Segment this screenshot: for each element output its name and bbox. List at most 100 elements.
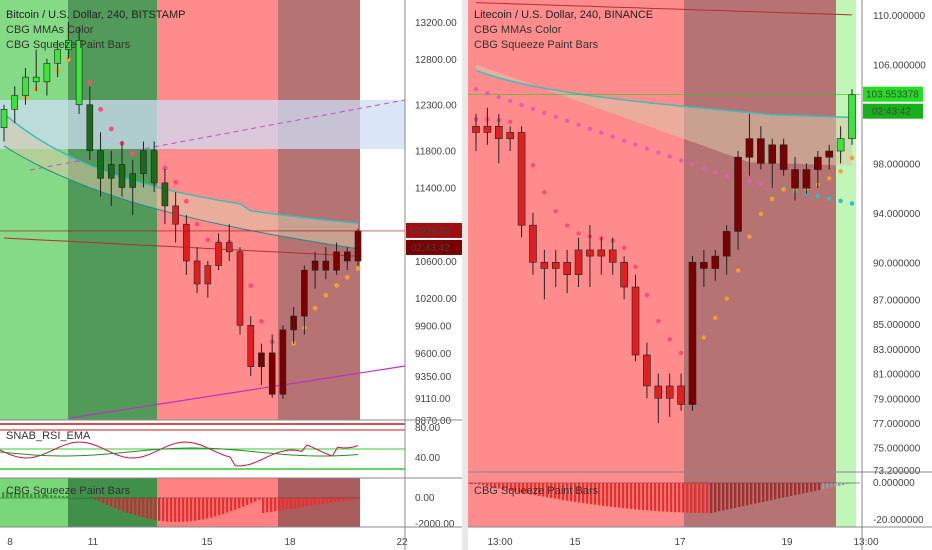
- ltc-squeeze-bar: [846, 483, 849, 485]
- btc-squeeze-bar: [174, 498, 177, 522]
- btc-fast-ma-dot: [183, 198, 189, 204]
- btc-last-price-box: [406, 222, 463, 238]
- ltc-squeeze-bar: [570, 483, 573, 502]
- ltc-squeeze-bar: [842, 483, 845, 485]
- ltc-squeeze-bar: [526, 483, 529, 494]
- btc-x-tick: 8: [7, 537, 13, 548]
- btc-candle: [43, 63, 51, 83]
- ltc-squeeze-bar: [606, 483, 609, 507]
- ltc-squeeze-bar: [542, 483, 545, 497]
- btc-support-line: [69, 365, 406, 419]
- ltc-squeeze-bar: [726, 483, 729, 510]
- btc-rsi-tick: 80.00: [415, 423, 440, 434]
- btc-title[interactable]: Bitcoin / U.S. Dollar, 240, BITSTAMP: [6, 9, 186, 21]
- btc-price-tick: 10200.00: [415, 294, 457, 305]
- btc-candle: [301, 269, 308, 317]
- btc-countdown-box: [406, 239, 463, 255]
- ltc-price-tick: 75.000000: [873, 444, 921, 455]
- btc-squeeze-bar: [42, 494, 45, 498]
- btc-fast-ma-dot: [355, 266, 361, 271]
- ltc-fast-ma-dot: [667, 337, 672, 342]
- btc-squeeze-bar: [334, 498, 337, 503]
- ltc-squeeze-bar: [674, 483, 677, 513]
- ltc-indicator-squeeze[interactable]: CBG Squeeze Paint Bars: [474, 39, 599, 51]
- ltc-x-tick: 17: [674, 537, 686, 548]
- ltc-medium-ma-dot: [678, 158, 684, 163]
- btc-squeeze-bar: [310, 498, 313, 506]
- btc-squeeze-bar: [226, 498, 229, 513]
- btc-candle: [290, 315, 297, 331]
- btc-candle: [22, 76, 29, 96]
- ltc-medium-ma-dot: [747, 178, 752, 184]
- ltc-squeeze-bar: [486, 483, 489, 487]
- btc-squeeze-label[interactable]: CBG Squeeze Paint Bars: [6, 485, 131, 497]
- btc-squeeze-bar: [54, 495, 57, 498]
- btc-squeeze-bar: [162, 498, 165, 522]
- ltc-price-tick: 110.000000: [873, 11, 926, 22]
- btc-squeeze-bar: [214, 498, 217, 517]
- btc-squeeze-tick: 0.00: [415, 493, 435, 504]
- ltc-candle: [836, 138, 845, 152]
- ltc-medium-ma-dot: [496, 94, 501, 100]
- ltc-squeeze-bar: [634, 483, 637, 510]
- btc-fast-ma-dot: [334, 283, 339, 288]
- btc-squeeze-bar: [50, 495, 53, 498]
- btc-x-tick: 22: [396, 537, 408, 548]
- btc-rsi-label[interactable]: SNAB_RSI_EMA: [6, 430, 91, 442]
- btc-squeeze-bar: [118, 498, 121, 510]
- btc-indicator-squeeze[interactable]: CBG Squeeze Paint Bars: [6, 39, 131, 51]
- ltc-squeeze-bar: [506, 483, 509, 491]
- ltc-squeeze-bar: [622, 483, 625, 509]
- ltc-x-tick: 19: [781, 537, 793, 548]
- ltc-squeeze-bar: [662, 483, 665, 512]
- btc-squeeze-bar: [114, 498, 117, 509]
- ltc-indicator-mmas[interactable]: CBG MMAs Color: [474, 24, 562, 36]
- ltc-squeeze-bar: [594, 483, 597, 505]
- ltc-squeeze-bar: [586, 483, 589, 504]
- btc-squeeze-bar: [102, 498, 105, 504]
- btc-fast-ma-dot: [194, 221, 200, 227]
- btc-squeeze-bar: [182, 498, 185, 522]
- btc-squeeze-bar: [26, 493, 29, 498]
- ltc-squeeze-bar: [474, 483, 477, 484]
- btc-candle: [279, 329, 287, 395]
- btc-fast-ma-dot: [344, 274, 350, 280]
- btc-fast-ma-dot: [87, 80, 93, 86]
- btc-squeeze-bar: [254, 498, 257, 502]
- btc-squeeze-bar: [354, 498, 357, 500]
- ltc-squeeze-bar: [630, 483, 633, 509]
- ltc-candle: [620, 261, 628, 288]
- ltc-squeeze-bar: [502, 483, 505, 490]
- btc-squeeze-legend: CBG Squeeze Paint Bars: [6, 484, 130, 499]
- btc-squeeze-bar: [134, 498, 137, 516]
- ltc-squeeze-bar: [678, 483, 681, 513]
- btc-squeeze-bar: [338, 498, 341, 502]
- ltc-medium-ma-dot: [713, 170, 718, 175]
- ltc-title[interactable]: Litecoin / U.S. Dollar, 240, BINANCE: [474, 9, 654, 21]
- ltc-squeeze-bar: [554, 483, 557, 499]
- ltc-fast-ma-dot: [542, 190, 547, 195]
- btc-indicator-mmas[interactable]: CBG MMAs Color: [6, 24, 94, 36]
- btc-squeeze-bar: [346, 498, 349, 501]
- ltc-squeeze-label[interactable]: CBG Squeeze Paint Bars: [474, 485, 599, 497]
- ltc-medium-ma-dot: [507, 98, 513, 104]
- btc-price-tick: 9900.00: [415, 321, 452, 332]
- btc-squeeze-bar: [322, 498, 325, 504]
- btc-candle: [172, 205, 179, 225]
- ltc-fast-ma-dot: [530, 163, 536, 168]
- ltc-squeeze-bar: [578, 483, 581, 503]
- ltc-candle: [711, 255, 720, 269]
- btc-squeeze-bar: [350, 498, 353, 500]
- btc-squeeze-bar: [22, 493, 25, 498]
- ltc-squeeze-bar: [694, 483, 697, 513]
- ltc-squeeze-bar: [710, 483, 713, 513]
- ltc-squeeze-bar: [746, 483, 749, 506]
- btc-squeeze-bar: [278, 498, 281, 511]
- btc-price-tick: 9350.00: [415, 372, 452, 383]
- ltc-medium-ma-dot: [815, 193, 821, 199]
- btc-squeeze-bar: [262, 498, 265, 513]
- ltc-candle: [608, 249, 617, 263]
- ltc-squeeze-bar: [518, 483, 521, 493]
- ltc-candle: [586, 249, 594, 257]
